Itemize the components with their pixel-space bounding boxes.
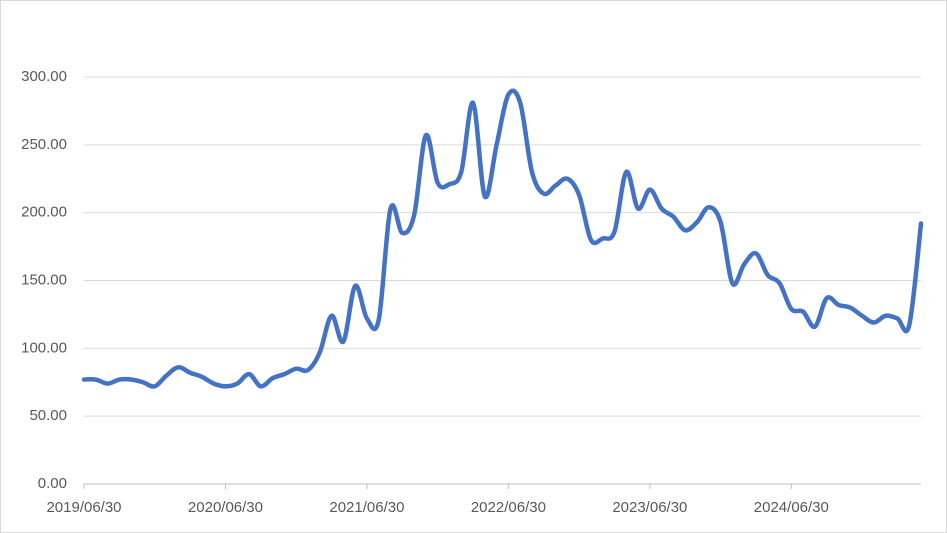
y-tick-label: 150.00: [21, 271, 67, 288]
y-tick-label: 250.00: [21, 136, 67, 153]
x-tick-label: 2021/06/30: [329, 499, 404, 516]
y-tick-label: 50.00: [29, 407, 67, 424]
y-tick-label: 300.00: [21, 68, 67, 85]
series-line: [81, 88, 924, 389]
y-tick-label: 200.00: [21, 204, 67, 221]
y-tick-label: 0.00: [38, 475, 67, 492]
y-tick-label: 100.00: [21, 339, 67, 356]
x-tick-label: 2024/06/30: [754, 499, 829, 516]
x-tick-label: 2020/06/30: [188, 499, 263, 516]
x-tick-label: 2023/06/30: [612, 499, 687, 516]
x-tick-label: 2022/06/30: [471, 499, 546, 516]
x-tick-label: 2019/06/30: [46, 499, 121, 516]
